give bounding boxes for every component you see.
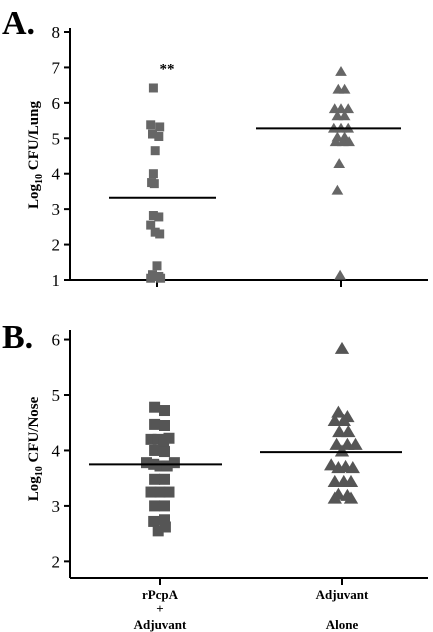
- data-point-square: [145, 433, 157, 445]
- data-point-square: [155, 122, 165, 132]
- data-point-square: [152, 525, 164, 537]
- category-label-adjuvant-2: Adjuvant: [316, 587, 369, 602]
- data-point-square: [152, 261, 162, 271]
- category-label-adjuvant: Adjuvant: [134, 617, 187, 632]
- data-point-square: [168, 457, 180, 469]
- data-point-square: [148, 169, 158, 179]
- data-point-square: [159, 514, 170, 526]
- data-point-triangle: [334, 341, 350, 354]
- data-point-square: [155, 229, 165, 239]
- data-point-square: [148, 211, 158, 221]
- panel-a-plot: 1 2 3 4 5 6 7 8: [52, 23, 428, 290]
- data-point-triangle: [333, 158, 346, 169]
- panel-a: A. ** Log10 CFU/Lung 1 2 3 4 5 6 7 8: [2, 5, 428, 290]
- data-point-square: [159, 420, 170, 431]
- panel-b: B. Log10 CFU/Nose 2 3 4 5 6 rPcpA + Adjuvant…: [2, 319, 428, 632]
- data-point-square: [148, 515, 160, 527]
- category-label-plus: +: [156, 601, 163, 616]
- y-tick-label: 4: [52, 441, 61, 460]
- data-point-square: [149, 179, 159, 189]
- significance-annotation: **: [160, 61, 175, 77]
- y-tick-label: 7: [52, 58, 61, 77]
- data-point-square: [156, 273, 166, 283]
- data-point-square: [141, 457, 152, 469]
- data-point-triangle: [332, 424, 347, 438]
- panel-a-y-label-subscript: 10: [34, 174, 45, 184]
- panel-a-label: A.: [2, 5, 35, 42]
- category-label-alone: Alone: [326, 617, 359, 632]
- y-tick-label: 4: [52, 165, 61, 184]
- data-point-triangle: [341, 424, 356, 438]
- panel-b-y-axis-label: Log10 CFU/Nose: [26, 396, 45, 501]
- y-tick-label: 1: [52, 271, 61, 290]
- data-point-square: [149, 401, 161, 413]
- panel-a-y-axis-label: Log10 CFU/Lung: [26, 101, 45, 209]
- data-point-triangle: [338, 83, 351, 94]
- y-tick-label: 2: [52, 236, 61, 255]
- panel-b-y-label-log: Log: [26, 476, 42, 502]
- data-point-square: [145, 486, 157, 498]
- data-point-triangle: [343, 491, 359, 504]
- data-point-square: [154, 486, 166, 498]
- data-point-square: [161, 460, 173, 472]
- data-point-square: [158, 436, 170, 448]
- y-tick-label: 3: [52, 200, 61, 219]
- data-point-square: [146, 120, 156, 130]
- data-point-triangle: [331, 184, 344, 195]
- data-point-triangle: [327, 413, 342, 427]
- y-tick-label: 2: [52, 552, 61, 571]
- data-point-triangle: [345, 461, 360, 474]
- data-point-triangle: [334, 444, 350, 457]
- panel-a-y-label-log: Log: [26, 183, 42, 209]
- y-tick-label: 6: [52, 331, 61, 350]
- data-point-triangle: [327, 491, 342, 504]
- data-point-square: [149, 473, 161, 485]
- data-point-square: [159, 521, 171, 533]
- data-point-square: [146, 220, 156, 230]
- data-point-square: [159, 405, 170, 417]
- panel-a-y-label-unit: CFU/Lung: [26, 101, 42, 174]
- data-point-triangle: [348, 437, 363, 450]
- data-point-square: [149, 418, 161, 430]
- data-point-square: [154, 460, 166, 472]
- data-point-triangle: [329, 437, 344, 450]
- data-point-triangle: [336, 413, 351, 427]
- data-point-square: [159, 500, 170, 512]
- data-point-square: [150, 146, 160, 156]
- data-point-square: [148, 129, 157, 139]
- data-point-triangle: [343, 474, 359, 488]
- y-tick-label: 8: [52, 23, 61, 42]
- data-point-square: [159, 446, 170, 458]
- category-label-rpcpa: rPcpA: [142, 587, 179, 602]
- data-point-triangle: [327, 474, 342, 488]
- data-point-square: [159, 473, 170, 485]
- data-point-square: [149, 444, 161, 456]
- data-point-triangle: [335, 66, 347, 76]
- data-point-square: [148, 83, 158, 93]
- data-point-square: [149, 500, 161, 512]
- y-tick-label: 3: [52, 497, 61, 516]
- panel-b-plot: 2 3 4 5 6: [52, 330, 428, 585]
- y-tick-label: 5: [52, 386, 61, 405]
- panel-b-label: B.: [2, 319, 33, 356]
- data-point-triangle: [334, 269, 346, 280]
- panel-b-y-label-unit: CFU/Nose: [26, 396, 42, 466]
- data-point-square: [154, 212, 164, 222]
- data-point-triangle: [338, 110, 351, 121]
- data-point-triangle: [342, 103, 355, 114]
- data-point-square: [163, 486, 175, 498]
- panel-b-y-label-subscript: 10: [34, 466, 45, 476]
- data-point-triangle: [343, 136, 355, 147]
- y-tick-label: 6: [52, 94, 61, 113]
- data-point-square: [154, 132, 164, 142]
- data-point-square: [146, 273, 156, 283]
- y-tick-label: 5: [52, 129, 61, 148]
